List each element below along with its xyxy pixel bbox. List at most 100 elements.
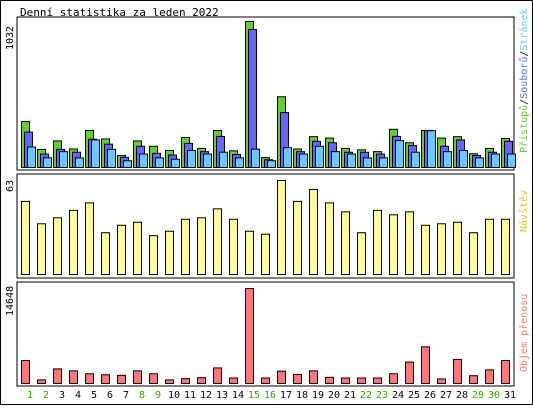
bar-pages-day-15 <box>251 148 260 168</box>
bar-visits-day-17 <box>277 180 286 275</box>
bar-pages-day-3 <box>59 151 68 169</box>
bar-pages-day-8 <box>139 153 148 168</box>
bar-visits-day-9 <box>149 235 158 275</box>
bar-kbytes-day-23 <box>373 377 382 385</box>
bar-visits-day-19 <box>309 188 318 275</box>
bar-visits-day-21 <box>341 211 350 275</box>
x-label-day-15: 15 <box>248 390 260 401</box>
bar-visits-day-25 <box>405 211 414 275</box>
bars-top <box>21 21 516 169</box>
bars-mid <box>21 180 510 276</box>
bar-kbytes-day-31 <box>501 359 510 384</box>
bar-pages-day-28 <box>459 150 468 168</box>
x-label-day-17: 17 <box>280 390 292 401</box>
bar-kbytes-day-10 <box>165 379 174 384</box>
bar-kbytes-day-20 <box>325 376 334 384</box>
x-label-day-29: 29 <box>472 390 484 401</box>
bar-kbytes-day-4 <box>69 370 78 384</box>
chart-title: Denní statistika za leden 2022 <box>20 6 219 19</box>
bar-kbytes-day-6 <box>101 374 110 384</box>
legend-top-hits: Přístupů <box>518 105 530 153</box>
x-label-day-20: 20 <box>328 390 340 401</box>
bar-kbytes-day-29 <box>469 375 478 385</box>
bar-pages-day-13 <box>219 151 228 169</box>
x-label-day-21: 21 <box>344 390 356 401</box>
x-label-day-6: 6 <box>107 390 113 401</box>
ymax-label-top: 1032 <box>5 26 16 50</box>
bar-files-day-15 <box>248 29 257 169</box>
bar-pages-day-16 <box>267 160 276 169</box>
x-axis-labels: 1 2 3 4 5 6 7 8 9 10 11 12 13 14 15 16 17 18 19 20 21 22 23 24 2… <box>27 390 516 401</box>
bar-kbytes-day-3 <box>53 368 62 384</box>
bar-visits-day-26 <box>421 224 430 275</box>
bar-pages-day-11 <box>187 150 196 168</box>
bar-visits-day-31 <box>501 218 510 276</box>
bar-visits-day-1 <box>21 200 30 275</box>
bar-pages-day-7 <box>123 160 132 169</box>
x-label-day-14: 14 <box>232 390 244 401</box>
bar-kbytes-day-1 <box>21 359 30 384</box>
bar-pages-day-24 <box>395 140 404 168</box>
bar-pages-day-12 <box>203 153 212 168</box>
bar-visits-day-29 <box>469 232 478 276</box>
bar-visits-day-24 <box>389 214 398 275</box>
bar-pages-day-20 <box>331 151 340 169</box>
bar-kbytes-day-21 <box>341 377 350 385</box>
bar-pages-day-29 <box>475 157 484 169</box>
bar-kbytes-day-17 <box>277 370 286 384</box>
bar-pages-day-5 <box>91 139 100 169</box>
panel-frame-mid <box>16 173 515 279</box>
bar-visits-day-11 <box>181 218 190 276</box>
bar-pages-day-1 <box>27 146 36 168</box>
bar-kbytes-day-12 <box>197 377 206 384</box>
bar-visits-day-6 <box>101 232 110 276</box>
x-label-day-18: 18 <box>296 390 308 401</box>
x-label-day-8: 8 <box>139 390 145 401</box>
x-label-day-30: 30 <box>488 390 500 401</box>
bar-kbytes-day-18 <box>293 373 302 384</box>
x-label-day-1: 1 <box>27 390 33 401</box>
bar-pages-day-31 <box>507 153 516 168</box>
bar-pages-day-10 <box>171 158 180 168</box>
panel-frame-top <box>16 16 515 171</box>
x-label-day-13: 13 <box>216 390 228 401</box>
bar-pages-day-26 <box>427 130 436 169</box>
bar-pages-day-6 <box>107 148 116 169</box>
bar-pages-day-9 <box>155 157 164 169</box>
x-label-day-7: 7 <box>123 390 129 401</box>
x-label-day-19: 19 <box>312 390 324 401</box>
bar-pages-day-23 <box>379 157 388 169</box>
legend-top-files: Souborů <box>518 57 530 99</box>
ymax-label-bottom: 14648 <box>5 286 16 316</box>
legend-top-sep-2: / <box>519 51 530 57</box>
bar-pages-day-18 <box>299 153 308 168</box>
bar-kbytes-day-14 <box>229 377 238 385</box>
legend-mid-visits: Návštěv <box>518 190 530 232</box>
bar-visits-day-20 <box>325 202 334 275</box>
bar-visits-day-10 <box>165 230 174 276</box>
bar-kbytes-day-5 <box>85 373 94 384</box>
x-label-day-10: 10 <box>168 390 180 401</box>
bar-visits-day-8 <box>133 221 142 275</box>
x-label-day-24: 24 <box>392 390 404 401</box>
x-label-day-4: 4 <box>75 390 81 401</box>
bar-pages-day-30 <box>491 153 500 168</box>
legend-top: Přístupů/Souborů/Stránek <box>518 8 530 153</box>
legend-bottom-kbytes: Objem přenosu <box>518 294 530 372</box>
bar-kbytes-day-28 <box>453 359 462 384</box>
x-label-day-27: 27 <box>440 390 452 401</box>
bar-kbytes-day-8 <box>133 370 142 384</box>
bar-visits-day-27 <box>437 223 446 275</box>
ymax-label-mid: 63 <box>5 180 16 192</box>
bar-pages-day-22 <box>363 157 372 169</box>
x-label-day-5: 5 <box>91 390 97 401</box>
x-label-day-28: 28 <box>456 390 468 401</box>
bars-bottom <box>21 288 510 385</box>
bar-visits-day-15 <box>245 230 254 276</box>
bar-visits-day-7 <box>117 224 126 275</box>
bar-kbytes-day-2 <box>37 379 46 384</box>
bar-pages-day-4 <box>75 157 84 169</box>
bar-visits-day-18 <box>293 200 302 275</box>
x-label-day-9: 9 <box>155 390 161 401</box>
